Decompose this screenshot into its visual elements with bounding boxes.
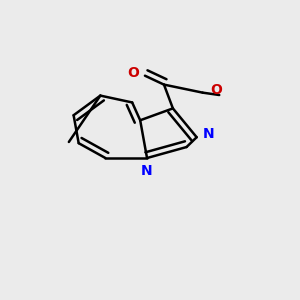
Text: N: N (203, 127, 214, 141)
Text: O: O (210, 83, 222, 97)
Text: O: O (127, 66, 139, 80)
Text: N: N (141, 164, 153, 178)
